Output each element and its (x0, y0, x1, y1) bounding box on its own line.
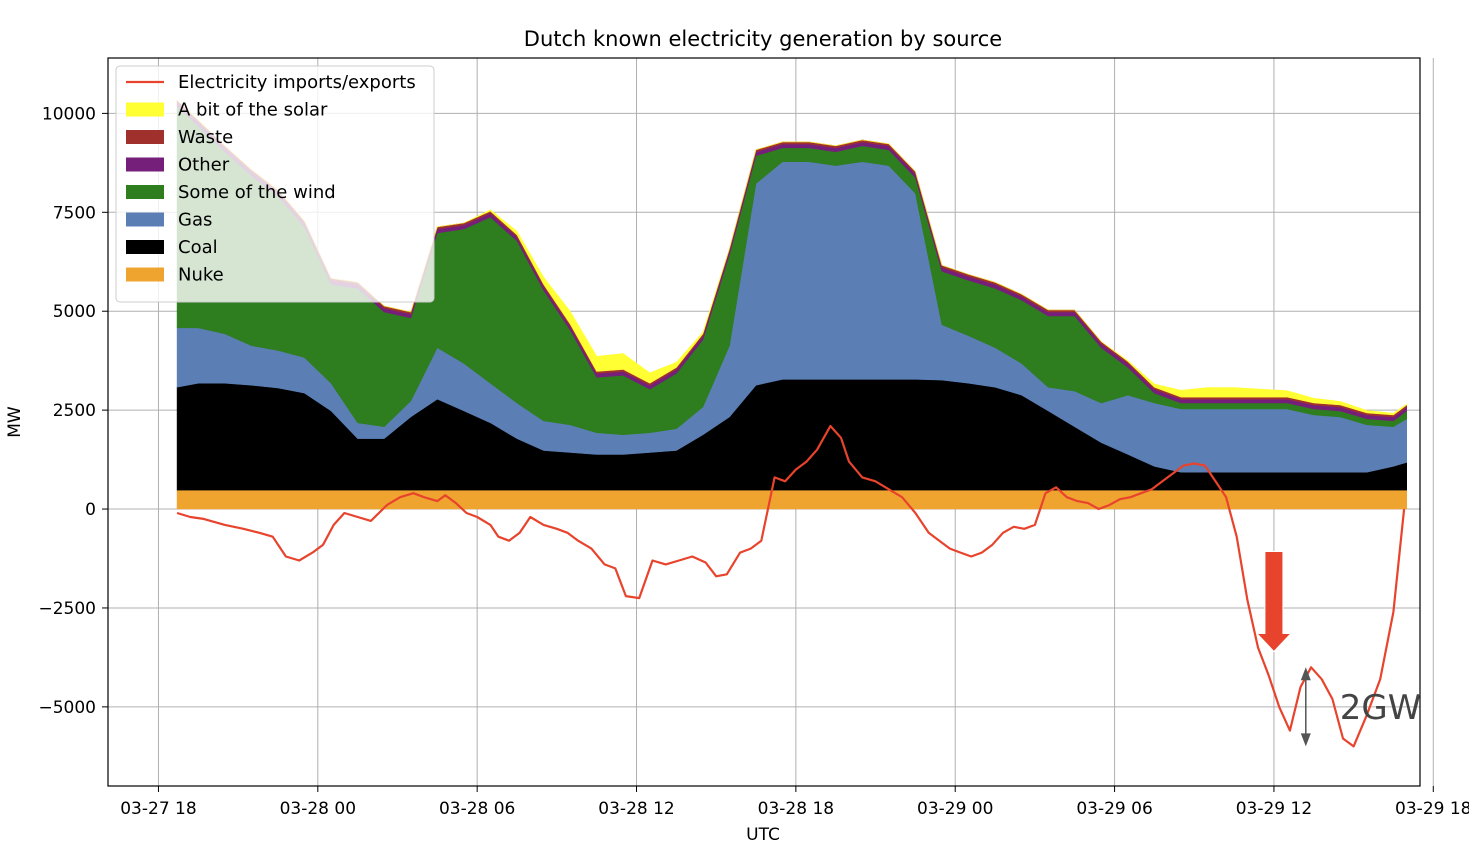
x-axis-title: UTC (746, 825, 780, 845)
legend-label-coal: Coal (178, 237, 218, 258)
area-layer (176, 99, 1407, 510)
line-layer (176, 424, 1406, 748)
x-tick-label: 03-28 18 (758, 799, 834, 819)
plot-frame (107, 57, 1421, 787)
y-tick-label: 7500 (53, 203, 96, 223)
legend: Electricity imports/exports A bit of the … (115, 65, 435, 303)
x-tick-label: 03-29 18 (1395, 799, 1469, 819)
x-tick-label: 03-29 00 (917, 799, 993, 819)
annotation-layer: 2GW (1255, 550, 1422, 747)
chart-title: Dutch known electricity generation by so… (524, 27, 1002, 51)
y-tick-label: 5000 (53, 302, 96, 322)
legend-swatch-nuke (126, 267, 164, 282)
legend-swatch-coal (126, 240, 164, 254)
annotation-double-arrow-head-down (1300, 733, 1311, 747)
legend-label-gas: Gas (178, 210, 212, 231)
tick-layer: 10000 7500 5000 2500 0 −2500 −5000 03-27 18 03-2… (38, 104, 1469, 819)
annotation-double-arrow-head-up (1300, 667, 1311, 681)
y-tick-label: 2500 (53, 401, 96, 421)
x-tick-label: 03-29 12 (1236, 799, 1312, 819)
y-tick-label: 10000 (42, 104, 96, 124)
legend-swatch-other (126, 157, 164, 172)
legend-label-other: Other (178, 155, 230, 176)
legend-swatch-some-of-the-wind (126, 185, 164, 199)
legend-swatch-a-bit-of-the-solar (126, 102, 164, 117)
legend-label-nuke: Nuke (178, 265, 224, 286)
x-tick-label: 03-28 12 (598, 799, 674, 819)
annotation-2gw-label: 2GW (1340, 688, 1422, 728)
area-a-bit-of-the-solar (176, 100, 1407, 416)
x-tick-label: 03-28 00 (280, 799, 356, 819)
legend-label-waste: Waste (178, 127, 233, 148)
legend-label-electricity-imports-exports: Electricity imports/exports (178, 72, 416, 93)
y-axis-title: MW (5, 406, 25, 438)
x-tick-label: 03-28 06 (439, 799, 515, 819)
legend-label-a-bit-of-the-solar: A bit of the solar (178, 100, 328, 121)
annotation-red-arrow (1255, 550, 1293, 653)
x-tick-label: 03-27 18 (120, 799, 196, 819)
x-tick-label: 03-29 06 (1076, 799, 1152, 819)
legend-box (115, 65, 435, 303)
line-electricity-imports-exports (176, 424, 1406, 748)
legend-swatch-gas (126, 212, 164, 227)
y-tick-label: −2500 (38, 599, 96, 619)
legend-swatch-waste (126, 130, 164, 144)
y-tick-label: 0 (85, 500, 96, 520)
y-tick-label: −5000 (38, 698, 96, 718)
legend-label-some-of-the-wind: Some of the wind (178, 182, 336, 203)
